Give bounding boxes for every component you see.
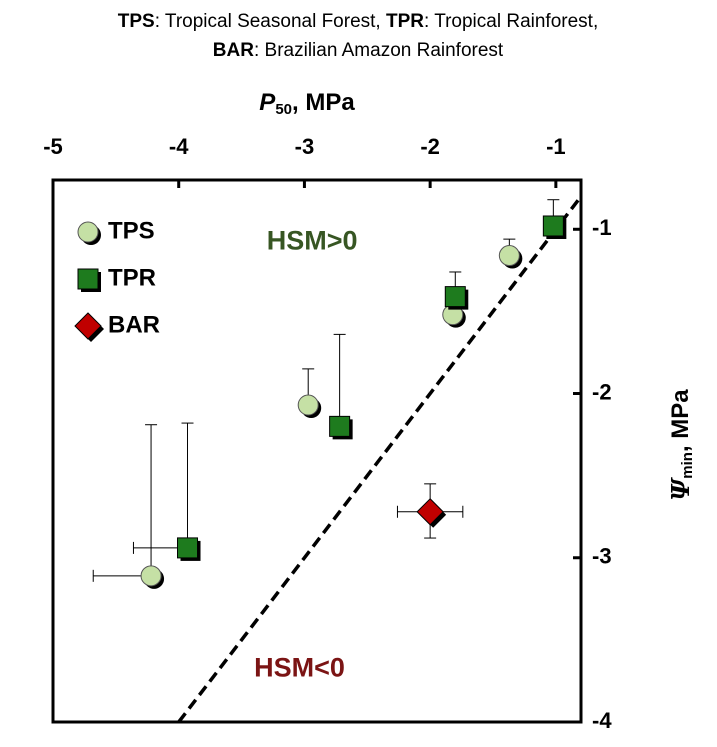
x-tick-label: -3 (295, 134, 315, 159)
title-part: TPR (386, 11, 424, 32)
x-axis-label: P50, MPa (259, 89, 355, 118)
chart-title: TPS: Tropical Seasonal Forest, TPR: Trop… (118, 11, 598, 32)
y-tick-label: -3 (592, 544, 612, 569)
chart-title: BAR: Brazilian Amazon Rainforest (213, 40, 504, 61)
point (74, 312, 102, 340)
x-tick-label: -1 (546, 134, 566, 159)
point (444, 286, 466, 308)
point (542, 215, 564, 237)
title-part: : Tropical Rainforest, (424, 11, 598, 32)
label-subscript: min (679, 452, 696, 479)
annotation: HSM<0 (254, 653, 345, 683)
title-part: : Tropical Seasonal Forest, (155, 11, 386, 32)
title-part: BAR (213, 40, 254, 61)
plot-frame (51, 178, 583, 724)
point (177, 537, 199, 559)
label-symbol: P (259, 89, 276, 116)
point (77, 268, 99, 290)
x-tick-label: -5 (43, 134, 63, 159)
title-part: TPS (118, 11, 155, 32)
one-to-one-line (177, 193, 581, 722)
y-tick-label: -2 (592, 379, 612, 404)
x-tick-label: -4 (169, 134, 189, 159)
point (416, 498, 444, 526)
point (329, 415, 351, 437)
point (77, 221, 99, 243)
legend-label: BAR (108, 311, 160, 338)
label-symbol: Ψ (666, 477, 695, 501)
point (140, 565, 162, 587)
point (498, 245, 520, 267)
label-unit: , MPa (292, 89, 355, 116)
y-tick-label: -4 (592, 708, 612, 733)
y-axis-label: Ψmin, MPa (666, 389, 696, 501)
x-tick-label: -2 (420, 134, 440, 159)
annotation: HSM>0 (267, 226, 358, 256)
title-part: : Brazilian Amazon Rainforest (254, 40, 504, 61)
point (297, 394, 319, 416)
label-subscript: 50 (275, 101, 292, 118)
legend-label: TPR (108, 264, 156, 291)
legend-label: TPS (108, 217, 155, 244)
y-tick-label: -1 (592, 215, 612, 240)
label-unit: , MPa (667, 389, 694, 452)
